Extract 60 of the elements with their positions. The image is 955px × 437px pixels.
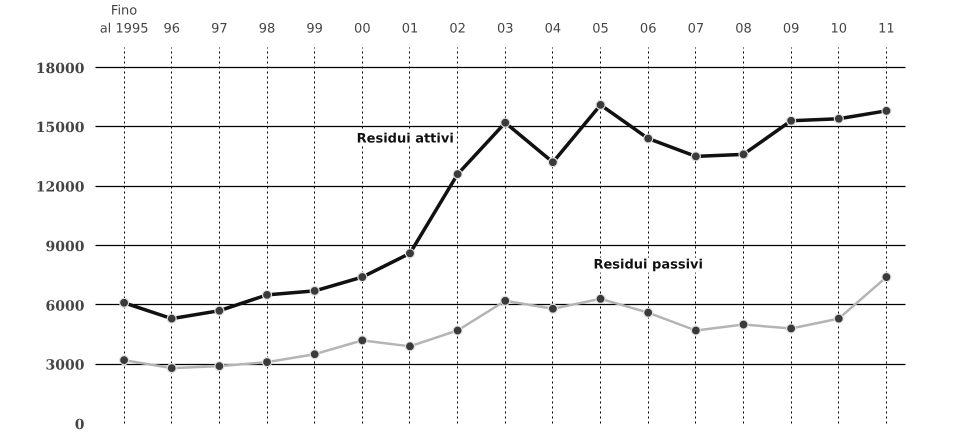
point — [166, 314, 177, 324]
x-tick-label: 04 — [544, 22, 562, 36]
point — [690, 325, 701, 336]
point — [404, 341, 416, 352]
point — [310, 349, 320, 360]
x-tick-label: 03 — [496, 22, 514, 36]
x-tick-label: 01 — [402, 22, 418, 36]
series-label: Residui attivi — [356, 131, 454, 146]
point — [595, 294, 606, 304]
point — [452, 169, 463, 180]
x-tick-label: 96 — [163, 22, 180, 36]
point — [738, 149, 749, 160]
point — [500, 296, 510, 306]
x-tick-label: 09 — [782, 22, 800, 36]
point — [548, 304, 558, 314]
x-tick-label: 00 — [354, 22, 371, 36]
point — [310, 286, 320, 296]
y-tick-label: 9000 — [46, 238, 85, 255]
point — [786, 116, 796, 126]
point — [214, 361, 224, 372]
point — [357, 272, 368, 282]
point — [881, 106, 892, 116]
point — [118, 355, 130, 366]
point — [643, 308, 654, 318]
x-tick-label: 08 — [735, 22, 752, 36]
y-tick-label: 15000 — [36, 120, 85, 136]
point — [166, 363, 177, 374]
y-tick-label: 3000 — [46, 358, 85, 374]
y-tick-label: 6000 — [46, 298, 85, 314]
point — [262, 357, 272, 368]
point — [452, 325, 463, 336]
x-tick-label: 97 — [211, 22, 228, 36]
point — [786, 323, 796, 334]
y-tick-label: 0 — [74, 417, 85, 433]
point — [262, 290, 272, 300]
point — [738, 319, 749, 330]
y-tick-label: 18000 — [36, 60, 85, 77]
point — [595, 100, 606, 110]
x-tick-label: 06 — [640, 22, 656, 36]
point — [690, 151, 701, 162]
point — [118, 298, 130, 308]
series-label: Residui passivi — [593, 258, 703, 273]
x-tick-label: 98 — [258, 22, 276, 36]
x-tick-label: 99 — [306, 22, 323, 36]
x-tick-label: 02 — [449, 22, 466, 36]
x-tick-label: 05 — [592, 22, 609, 36]
point — [214, 306, 224, 316]
point — [834, 114, 844, 124]
point — [834, 314, 844, 324]
point — [500, 118, 510, 128]
point — [404, 248, 416, 258]
x-tick-label: 07 — [688, 22, 704, 36]
y-tick-label: 12000 — [36, 180, 85, 196]
point — [643, 133, 654, 144]
point — [881, 272, 892, 282]
point — [357, 335, 368, 346]
x-tick-label: Fino al 1995 — [100, 4, 148, 36]
point — [548, 157, 558, 168]
x-tick-label: 10 — [830, 22, 848, 36]
x-tick-label: 11 — [878, 22, 895, 36]
